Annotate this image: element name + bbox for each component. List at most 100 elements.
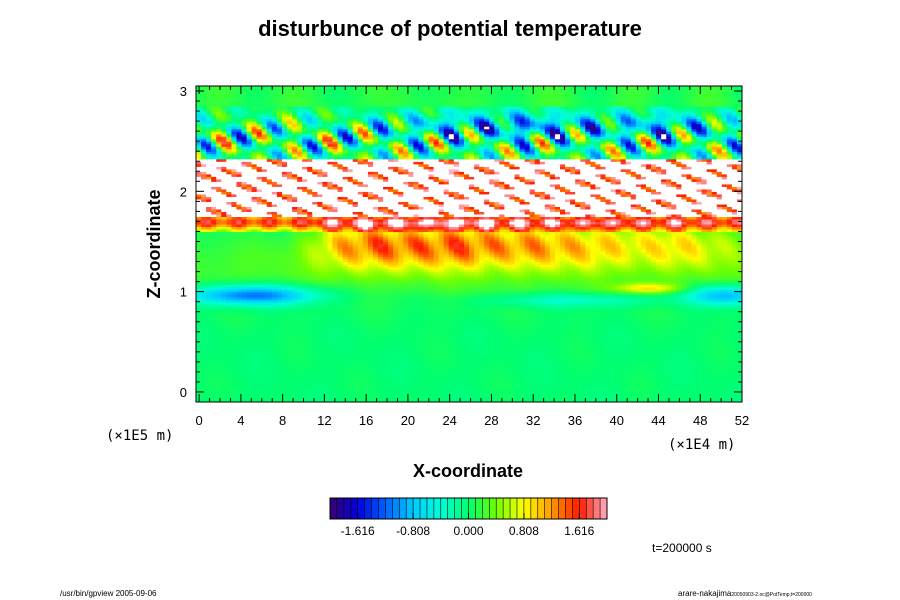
heatmap-cell — [196, 351, 202, 355]
heatmap-cell — [651, 339, 657, 343]
heatmap-cell — [236, 371, 243, 376]
heatmap-cell — [661, 356, 667, 360]
heatmap-cell — [393, 336, 399, 340]
heatmap-cell — [656, 344, 662, 348]
heatmap-cell — [393, 379, 399, 383]
heatmap-cell — [585, 331, 591, 335]
heatmap-cell — [221, 341, 227, 345]
heatmap-cell — [651, 399, 657, 402]
heatmap-cell — [529, 371, 536, 376]
heatmap-cell — [499, 386, 505, 391]
heatmap-cell — [504, 321, 511, 325]
heatmap-cell — [266, 369, 273, 373]
heatmap-cell — [711, 346, 718, 350]
heatmap-cell — [645, 326, 652, 330]
heatmap-cell — [292, 369, 298, 373]
heatmap-cell — [448, 336, 455, 340]
heatmap-cell — [731, 336, 738, 340]
heatmap-cell — [554, 319, 561, 323]
heatmap-cell — [408, 351, 414, 355]
heatmap-cell — [287, 321, 293, 325]
heatmap-cell — [605, 324, 612, 328]
heatmap-cell — [635, 369, 642, 373]
heatmap-cell — [706, 361, 713, 365]
heatmap-cell — [671, 381, 677, 386]
heatmap-cell — [539, 351, 546, 355]
heatmap-cell — [322, 399, 329, 402]
heatmap-cell — [529, 346, 536, 350]
heatmap-cell — [231, 374, 238, 378]
heatmap-cell — [337, 386, 344, 391]
heatmap-cell — [696, 394, 703, 398]
heatmap-cell — [585, 334, 591, 338]
heatmap-cell — [201, 394, 207, 398]
heatmap-cell — [428, 336, 435, 340]
heatmap-cell — [463, 326, 470, 330]
heatmap-cell — [206, 354, 212, 358]
heatmap-cell — [206, 399, 212, 402]
heatmap-cell — [570, 371, 576, 376]
heatmap-cell — [226, 341, 232, 345]
heatmap-cell — [216, 381, 222, 386]
heatmap-cell — [251, 336, 258, 340]
heatmap-cell — [539, 319, 546, 323]
heatmap-cell — [549, 376, 556, 381]
heatmap-cell — [630, 326, 637, 330]
heatmap-cell — [337, 336, 344, 340]
heatmap-cell — [620, 334, 627, 338]
heatmap-cell — [560, 346, 566, 350]
heatmap-cell — [706, 321, 713, 325]
heatmap-cell — [595, 371, 602, 376]
heatmap-cell — [651, 326, 657, 330]
heatmap-cell — [630, 371, 637, 376]
heatmap-cell — [539, 356, 546, 360]
heatmap-cell — [676, 386, 682, 391]
heatmap-cell — [398, 326, 404, 330]
heatmap-cell — [494, 321, 500, 325]
heatmap-cell — [549, 384, 556, 388]
heatmap-cell — [671, 374, 677, 378]
heatmap-cell — [544, 356, 551, 360]
heatmap-cell — [428, 359, 435, 363]
heatmap-cell — [711, 356, 718, 360]
heatmap-cell — [469, 331, 475, 335]
heatmap-cell — [610, 326, 617, 330]
heatmap-cell — [196, 381, 202, 386]
heatmap-cell — [681, 339, 687, 343]
heatmap-cell — [484, 346, 490, 350]
heatmap-cell — [686, 329, 693, 333]
heatmap-cell — [403, 334, 409, 338]
heatmap-cell — [271, 384, 278, 388]
heatmap-cell — [398, 364, 404, 368]
heatmap-cell — [736, 399, 742, 402]
heatmap-cell — [469, 391, 475, 396]
heatmap-cell — [206, 336, 212, 340]
heatmap-cell — [423, 354, 430, 358]
heatmap-cell — [575, 361, 581, 365]
heatmap-cell — [676, 339, 682, 343]
heatmap-cell — [347, 381, 354, 386]
heatmap-cell — [716, 344, 723, 348]
heatmap-cell — [388, 386, 394, 391]
heatmap-cell — [292, 324, 298, 328]
heatmap-cell — [676, 319, 682, 323]
heatmap-cell — [489, 359, 495, 363]
heatmap-cell — [428, 351, 435, 355]
heatmap-cell — [413, 369, 420, 373]
heatmap-cell — [666, 394, 672, 398]
heatmap-cell — [337, 396, 344, 401]
heatmap-cell — [443, 326, 450, 330]
heatmap-cell — [686, 321, 693, 325]
heatmap-cell — [575, 346, 581, 350]
heatmap-cell — [549, 369, 556, 373]
heatmap-cell — [590, 344, 596, 348]
heatmap-cell — [428, 324, 435, 328]
heatmap-cell — [580, 381, 586, 386]
heatmap-cell — [367, 374, 374, 378]
heatmap-cell — [666, 359, 672, 363]
heatmap-cell — [514, 341, 521, 345]
heatmap-cell — [706, 384, 713, 388]
heatmap-cell — [246, 366, 253, 370]
heatmap-cell — [378, 394, 384, 398]
heatmap-cell — [226, 359, 232, 363]
